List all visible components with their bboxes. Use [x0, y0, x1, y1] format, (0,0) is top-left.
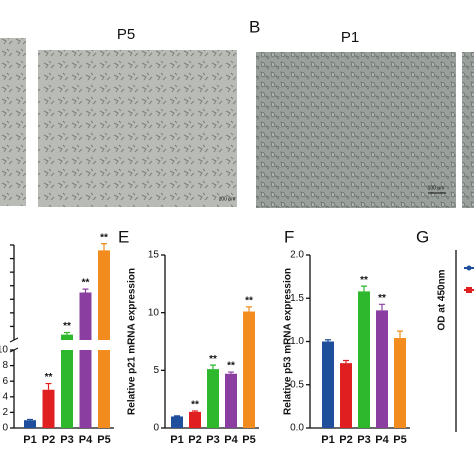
significance-label: **: [100, 232, 108, 243]
bar: [61, 334, 73, 428]
bar: [79, 292, 92, 428]
bar: [243, 311, 255, 428]
y-tick-label: 2: [2, 407, 8, 418]
x-tick-label: P5: [393, 434, 406, 446]
y-tick-label: 1.5: [290, 293, 304, 304]
y-tick-label: 8: [2, 360, 8, 371]
y-tick-label: 0: [153, 423, 159, 434]
error-bar: [45, 382, 52, 390]
error-bar: [174, 415, 180, 417]
y-tick-label: 2.0: [290, 250, 304, 261]
bar: [171, 416, 183, 428]
bar: [376, 310, 388, 428]
error-bar: [228, 371, 234, 374]
x-tick-label: P2: [188, 434, 201, 446]
bar: [225, 373, 237, 428]
y-tick-label: 0.5: [290, 379, 304, 390]
y-axis-label: OD at 450nm: [437, 269, 448, 330]
error-bar: [64, 331, 70, 335]
y-tick-label: 0.0: [290, 423, 304, 434]
x-tick-label: P5: [242, 434, 255, 446]
y-tick-label: 0: [2, 423, 8, 434]
y-tick-label: 10: [0, 345, 8, 356]
error-bar: [343, 359, 349, 364]
bar: [24, 420, 36, 428]
micrograph: [38, 50, 237, 207]
y-axis-label: Relative p21 mRNA expression: [127, 268, 138, 415]
y-tick-label: 15: [148, 250, 160, 261]
x-tick-label: P1: [170, 434, 183, 446]
x-tick-label: P2: [42, 434, 55, 446]
x-tick-label: P1: [23, 434, 36, 446]
significance-label: **: [209, 354, 217, 365]
bar: [42, 389, 55, 428]
bar: [189, 411, 201, 428]
significance-label: **: [45, 372, 53, 383]
error-bar: [192, 410, 198, 412]
y-tick-label: 5: [153, 365, 159, 376]
legend-marker: [466, 287, 472, 293]
bar: [207, 369, 219, 428]
significance-label: **: [227, 361, 235, 372]
significance-label: **: [82, 278, 90, 289]
y-axis-label: Relative p53 mRNA expression: [283, 268, 294, 415]
y-tick-label: 1.0: [290, 336, 304, 347]
panel-label: B: [249, 17, 260, 36]
significance-label: **: [378, 293, 386, 304]
x-tick-label: P1: [321, 434, 334, 446]
bar: [322, 341, 334, 428]
error-bar: [325, 339, 331, 342]
micrograph: [256, 52, 456, 208]
x-tick-label: P4: [79, 434, 93, 446]
x-tick-label: P4: [224, 434, 238, 446]
error-bar: [82, 288, 89, 293]
panel-label: G: [416, 227, 429, 246]
x-tick-label: P3: [357, 434, 370, 446]
error-bar: [361, 285, 367, 292]
micrograph: [0, 38, 26, 206]
error-bar: [27, 418, 33, 421]
micrograph: [462, 52, 474, 208]
error-bar: [210, 364, 216, 370]
error-bar: [246, 306, 252, 312]
x-tick-label: P2: [339, 434, 352, 446]
significance-label: **: [360, 275, 368, 286]
x-tick-label: P5: [97, 434, 110, 446]
bar: [340, 363, 352, 428]
panel-label: E: [118, 227, 129, 246]
y-tick-label: 4: [2, 391, 8, 402]
x-tick-label: P4: [375, 434, 389, 446]
image-label: P1: [341, 29, 359, 46]
scale-bar-label: 100 μm: [219, 196, 236, 202]
image-label: P5: [117, 26, 135, 43]
y-tick-label: 6: [2, 376, 8, 387]
bar: [394, 338, 406, 428]
significance-label: **: [63, 321, 71, 332]
x-tick-label: P3: [60, 434, 73, 446]
error-bar: [101, 243, 107, 251]
bar: [98, 250, 110, 428]
error-bar: [397, 330, 403, 339]
bar: [358, 291, 370, 428]
scale-bar-label: 100 μm: [428, 185, 445, 191]
x-tick-label: P3: [206, 434, 219, 446]
significance-label: **: [245, 296, 253, 307]
error-bar: [379, 303, 385, 311]
y-tick-label: 10: [148, 307, 160, 318]
panel-label: F: [284, 227, 294, 246]
legend-marker: [466, 265, 472, 271]
significance-label: **: [191, 400, 199, 411]
